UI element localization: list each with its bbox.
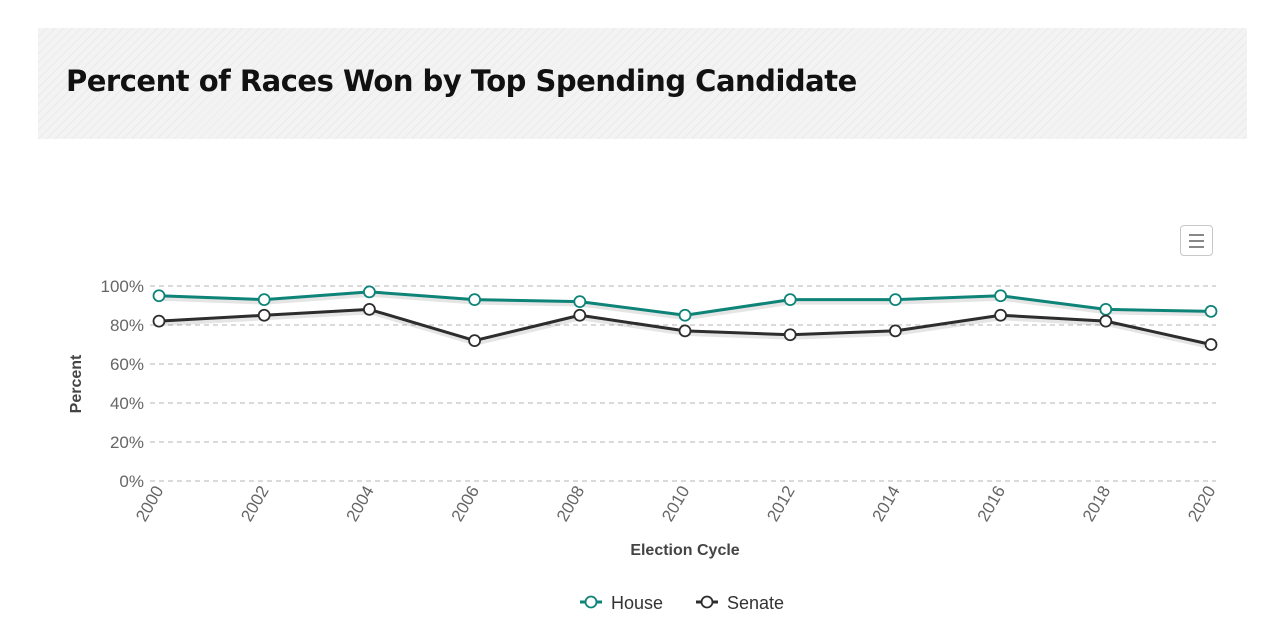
x-axis-title: Election Cycle	[630, 542, 739, 559]
legend-house-marker	[584, 595, 598, 609]
senate-data-point	[257, 308, 271, 322]
senate-data-point	[678, 324, 692, 338]
x-tick-label: 2020	[1184, 483, 1219, 525]
title-banner: Percent of Races Won by Top Spending Can…	[38, 28, 1247, 139]
senate-data-point	[468, 334, 482, 348]
house-data-point	[257, 293, 271, 307]
page-title: Percent of Races Won by Top Spending Can…	[66, 64, 857, 98]
x-tick-label: 2008	[553, 483, 588, 525]
y-tick-label: 60%	[110, 355, 144, 374]
house-data-point	[573, 295, 587, 309]
house-data-point	[994, 289, 1007, 303]
legend-house-label: House	[611, 593, 663, 613]
house-data-point	[783, 293, 797, 307]
x-tick-label: 2012	[763, 483, 798, 525]
house-data-point	[889, 293, 902, 307]
x-tick-label: 2016	[974, 483, 1009, 525]
senate-data-point	[1204, 338, 1218, 351]
senate-data-point	[1099, 314, 1113, 328]
x-tick-label: 2004	[342, 483, 377, 525]
y-axis-title: Percent	[68, 354, 85, 413]
senate-data-point	[362, 302, 376, 316]
x-tick-label: 2006	[448, 483, 483, 525]
y-tick-label: 20%	[110, 433, 144, 452]
legend-senate-label: Senate	[727, 593, 784, 613]
legend-senate-marker	[700, 595, 714, 609]
senate-data-point	[783, 328, 797, 342]
x-tick-label: 2002	[237, 483, 272, 525]
senate-data-point	[889, 324, 902, 338]
house-data-point	[1099, 302, 1113, 316]
y-tick-label: 100%	[101, 277, 144, 296]
senate-data-point	[152, 314, 166, 328]
house-data-point	[678, 308, 692, 322]
y-tick-label: 80%	[110, 316, 144, 335]
senate-data-point	[573, 308, 587, 322]
y-tick-label: 0%	[119, 472, 144, 491]
y-tick-label: 40%	[110, 394, 144, 413]
x-tick-label: 2010	[658, 483, 693, 525]
chart-menu-button[interactable]	[1180, 225, 1213, 256]
x-tick-label: 2018	[1079, 483, 1114, 525]
house-data-point	[362, 285, 376, 299]
house-data-point	[468, 293, 482, 307]
house-data-point	[152, 289, 166, 303]
x-tick-label: 2014	[868, 483, 903, 525]
house-data-point	[1204, 304, 1218, 318]
senate-data-point	[994, 308, 1007, 322]
